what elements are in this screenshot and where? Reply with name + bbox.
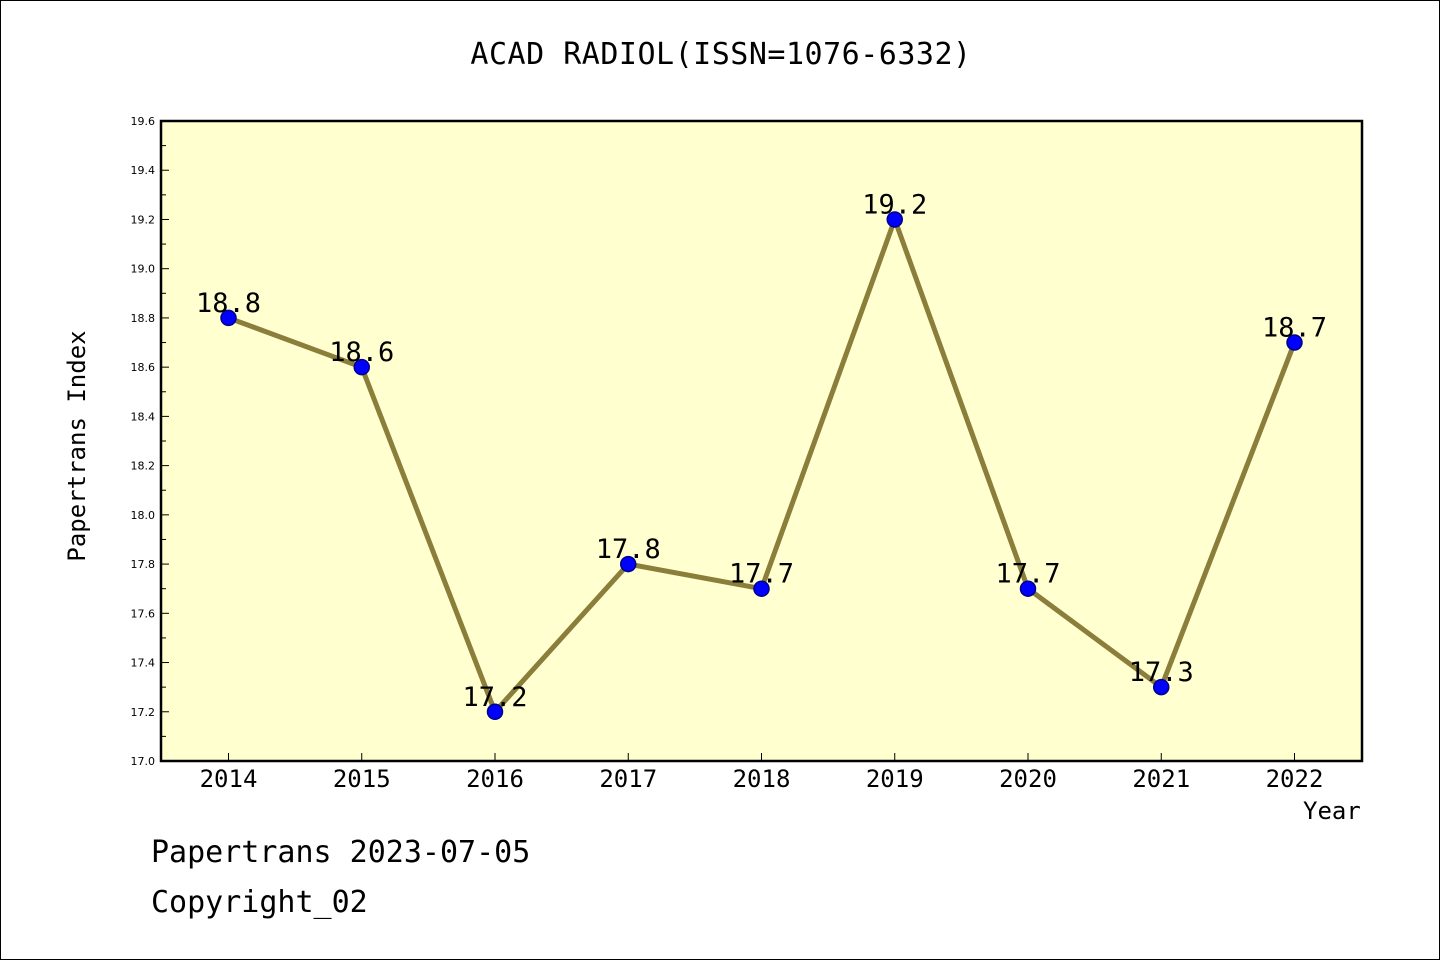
footer-date: Papertrans 2023-07-05 <box>151 835 531 870</box>
y-tick-label: 18.4 <box>131 410 156 423</box>
y-tick-label: 18.0 <box>131 509 156 522</box>
x-tick-label: 2022 <box>1266 765 1324 793</box>
y-tick-label: 17.0 <box>131 755 156 768</box>
data-point <box>1286 334 1303 351</box>
data-point <box>486 703 504 721</box>
data-point <box>886 211 903 228</box>
chart-title: ACAD RADIOL(ISSN=1076-6332) <box>470 37 972 72</box>
x-tick-label: 2018 <box>733 765 791 793</box>
data-point <box>1153 678 1170 696</box>
data-label: 18.7 <box>1262 313 1327 344</box>
x-tick-label: 2019 <box>866 765 924 793</box>
y-tick-label: 18.6 <box>131 361 156 374</box>
data-label: 17.7 <box>995 559 1060 590</box>
data-point <box>220 309 237 327</box>
y-tick-label: 17.4 <box>131 657 156 670</box>
data-label: 17.3 <box>1129 657 1194 688</box>
x-tick-label: 2014 <box>200 765 258 793</box>
data-label: 17.2 <box>462 682 527 713</box>
y-tick-label: 19.6 <box>131 115 156 128</box>
x-axis-label: Year <box>1303 797 1361 825</box>
data-label: 18.8 <box>196 288 261 319</box>
data-point <box>353 358 370 376</box>
data-label: 19.2 <box>862 189 927 220</box>
footer-copyright: Copyright_02 <box>151 885 368 920</box>
y-tick-label: 19.4 <box>131 164 156 177</box>
plot-background <box>161 121 1362 761</box>
y-tick-label: 17.6 <box>131 607 156 620</box>
data-point <box>753 580 770 597</box>
y-tick-label: 17.2 <box>131 706 156 719</box>
y-tick-label: 17.8 <box>131 558 156 571</box>
y-tick-label: 18.2 <box>131 460 156 473</box>
x-tick-label: 2017 <box>599 765 657 793</box>
data-label: 17.7 <box>729 559 794 590</box>
x-tick-label: 2021 <box>1132 765 1190 793</box>
x-tick-label: 2020 <box>999 765 1057 793</box>
data-label: 17.8 <box>596 534 661 565</box>
data-point <box>620 555 637 573</box>
plot-frame <box>159 119 1364 763</box>
data-label: 18.6 <box>329 337 394 368</box>
x-tick-label: 2015 <box>333 765 391 793</box>
y-tick-label: 19.2 <box>131 213 156 226</box>
y-tick-label: 19.0 <box>131 263 156 276</box>
y-tick-label: 18.8 <box>131 312 156 325</box>
x-tick-label: 2016 <box>466 765 524 793</box>
data-point <box>1019 580 1037 597</box>
